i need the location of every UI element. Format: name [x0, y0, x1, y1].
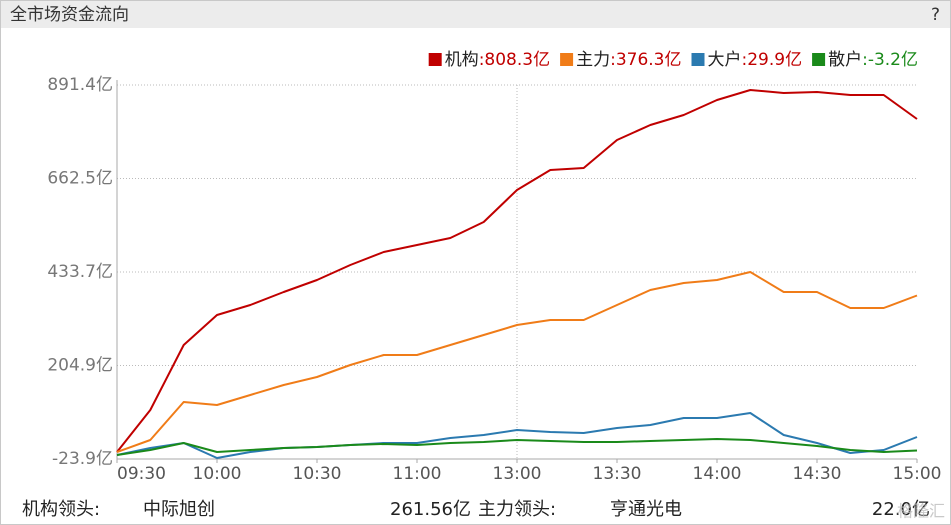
series-line [116, 89, 918, 453]
legend-value: :808.3亿 [479, 50, 550, 70]
legend-swatch [812, 53, 826, 66]
y-tick-label: 204.9亿 [47, 356, 113, 376]
legend-value: :376.3亿 [610, 50, 681, 70]
x-tick-label: 13:00 [493, 464, 542, 484]
x-tick-label: 14:30 [793, 464, 842, 484]
help-icon[interactable]: ? [931, 5, 940, 25]
watermark: 格隆汇 [897, 502, 945, 521]
main-label: 主力领头: [478, 499, 556, 520]
x-tick-label: 14:00 [693, 464, 742, 484]
x-tick-label: 13:30 [593, 464, 642, 484]
inst-label: 机构领头: [22, 499, 100, 520]
series-line [116, 412, 918, 459]
x-tick-label: 09:30 [117, 464, 166, 484]
x-tick-label: 10:00 [193, 464, 242, 484]
inst-stock: 中际旭创 [143, 499, 215, 520]
x-tick-label: 10:30 [293, 464, 342, 484]
header-bar [1, 1, 950, 28]
y-tick-label: 433.7亿 [47, 262, 113, 282]
main-stock: 亨通光电 [610, 499, 682, 520]
header-title: 全市场资金流向 [10, 5, 129, 25]
y-tick-label: -23.9亿 [52, 449, 113, 469]
legend-value: :-3.2亿 [862, 50, 918, 70]
legend-name: 机构 [445, 50, 479, 70]
x-tick-label: 15:00 [893, 464, 942, 484]
series-line [116, 271, 918, 453]
main-value: 22.0亿 [872, 499, 930, 520]
legend-name: 散户 [828, 50, 862, 70]
legend-swatch [691, 53, 705, 66]
y-tick-label: 891.4亿 [47, 75, 113, 95]
legend-value: :29.9亿 [742, 50, 803, 70]
series-line [116, 438, 918, 456]
y-tick-label: 662.5亿 [47, 169, 113, 189]
inst-value: 261.56亿 [390, 499, 471, 520]
legend-name: 主力 [576, 50, 610, 70]
legend-swatch [560, 53, 574, 66]
x-tick-label: 11:00 [393, 464, 442, 484]
legend-swatch [428, 53, 442, 66]
legend-name: 大户 [708, 50, 742, 70]
